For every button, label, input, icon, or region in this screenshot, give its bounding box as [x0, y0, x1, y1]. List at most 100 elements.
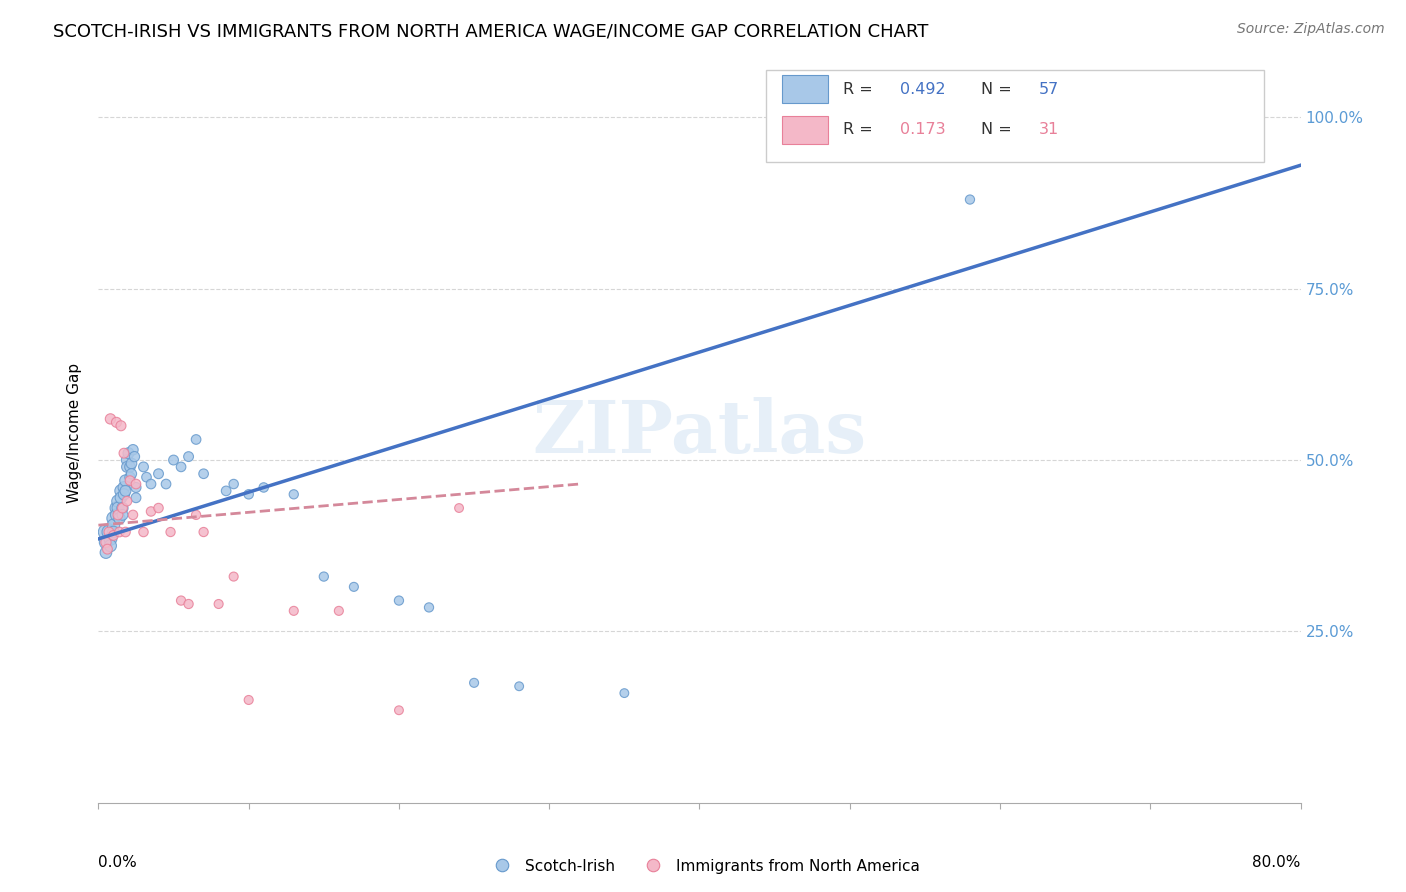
Text: 31: 31: [1039, 122, 1059, 137]
Point: [155, 477, 177, 491]
Text: N =: N =: [981, 81, 1017, 96]
Point: [184, 433, 207, 447]
Text: SCOTCH-IRISH VS IMMIGRANTS FROM NORTH AMERICA WAGE/INCOME GAP CORRELATION CHART: SCOTCH-IRISH VS IMMIGRANTS FROM NORTH AM…: [53, 22, 929, 40]
Y-axis label: Wage/Income Gap: Wage/Income Gap: [67, 362, 83, 503]
Point: [110, 491, 132, 505]
Point: [139, 504, 162, 518]
Point: [114, 483, 136, 498]
Point: [388, 703, 411, 717]
Point: [148, 501, 170, 516]
Text: Source: ZipAtlas.com: Source: ZipAtlas.com: [1237, 22, 1385, 37]
Point: [132, 459, 155, 474]
Point: [170, 459, 193, 474]
Point: [312, 569, 335, 583]
Point: [97, 524, 120, 539]
FancyBboxPatch shape: [782, 116, 828, 144]
Point: [1109, 145, 1132, 159]
Point: [170, 593, 193, 607]
Text: 57: 57: [1039, 81, 1059, 96]
Point: [111, 508, 134, 522]
Point: [238, 693, 260, 707]
Point: [463, 676, 485, 690]
Text: 0.0%: 0.0%: [98, 855, 138, 870]
Point: [222, 569, 245, 583]
Point: [107, 501, 129, 516]
Text: ZIPatlas: ZIPatlas: [533, 397, 866, 468]
Text: N =: N =: [981, 122, 1017, 137]
Point: [115, 459, 138, 474]
Point: [117, 446, 139, 460]
FancyBboxPatch shape: [782, 75, 828, 103]
Text: 0.173: 0.173: [900, 122, 946, 137]
Point: [208, 597, 231, 611]
Point: [100, 539, 122, 553]
Point: [114, 474, 136, 488]
Point: [343, 580, 366, 594]
Point: [193, 524, 215, 539]
Point: [118, 474, 141, 488]
Point: [107, 508, 129, 522]
Point: [162, 453, 184, 467]
Point: [105, 501, 128, 516]
Point: [447, 501, 470, 516]
Point: [418, 600, 440, 615]
Point: [959, 193, 981, 207]
Point: [125, 477, 148, 491]
Point: [105, 415, 128, 429]
Point: [122, 442, 145, 457]
Point: [100, 412, 122, 426]
Point: [114, 524, 136, 539]
Point: [215, 483, 238, 498]
Point: [388, 593, 411, 607]
Point: [94, 545, 117, 559]
Point: [121, 457, 143, 471]
Point: [253, 480, 276, 494]
Point: [177, 450, 200, 464]
Point: [103, 528, 125, 542]
Point: [97, 524, 120, 539]
Point: [125, 491, 148, 505]
Point: [222, 477, 245, 491]
Text: 0.492: 0.492: [900, 81, 946, 96]
Point: [111, 501, 134, 516]
Point: [108, 511, 131, 525]
Point: [135, 470, 157, 484]
Point: [115, 494, 138, 508]
Point: [94, 535, 117, 549]
Point: [328, 604, 350, 618]
Point: [115, 453, 138, 467]
Text: R =: R =: [842, 81, 877, 96]
Point: [177, 597, 200, 611]
Point: [148, 467, 170, 481]
Point: [103, 511, 125, 525]
Point: [139, 477, 162, 491]
Point: [118, 459, 141, 474]
Point: [103, 524, 125, 539]
Point: [118, 470, 141, 484]
Point: [94, 524, 117, 539]
Point: [508, 679, 530, 693]
Point: [122, 508, 145, 522]
Point: [108, 524, 131, 539]
Point: [107, 494, 129, 508]
Point: [184, 508, 207, 522]
Point: [121, 467, 143, 481]
Point: [110, 483, 132, 498]
Text: R =: R =: [842, 122, 877, 137]
Point: [132, 524, 155, 539]
Point: [96, 542, 118, 557]
Point: [112, 480, 135, 494]
Point: [125, 480, 148, 494]
Point: [94, 535, 117, 549]
Legend: Scotch-Irish, Immigrants from North America: Scotch-Irish, Immigrants from North Amer…: [481, 853, 925, 880]
Point: [105, 508, 128, 522]
Text: 80.0%: 80.0%: [1253, 855, 1301, 870]
Point: [283, 604, 305, 618]
Point: [100, 532, 122, 546]
Point: [193, 467, 215, 481]
Point: [103, 518, 125, 533]
Point: [124, 450, 146, 464]
FancyBboxPatch shape: [766, 70, 1264, 162]
Point: [110, 418, 132, 433]
Point: [112, 446, 135, 460]
